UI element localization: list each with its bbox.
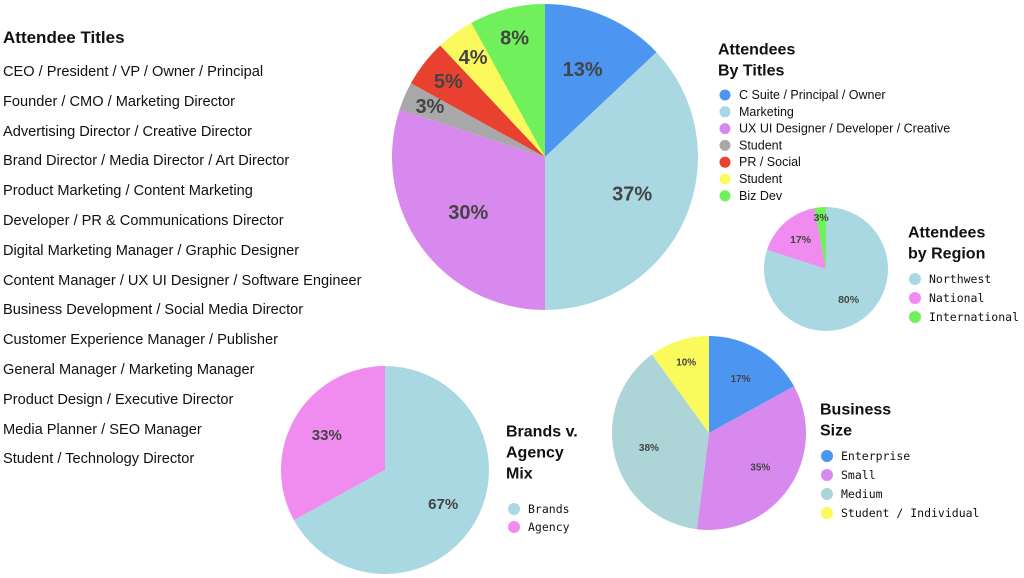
attendee-title-item: General Manager / Marketing Manager: [3, 361, 255, 378]
titles-legend-label: Student: [739, 138, 783, 152]
attendee-title-item: Content Manager / UX UI Designer / Softw…: [3, 272, 362, 289]
business-legend-swatch: [821, 488, 833, 500]
business-legend-label: Student / Individual: [841, 506, 979, 520]
business-slice-label: 38%: [639, 443, 659, 454]
titles-legend-swatch: [719, 173, 731, 185]
region-legend-swatch: [909, 311, 921, 323]
titles-legend-swatch: [719, 106, 731, 118]
business-legend-label: Medium: [841, 487, 883, 501]
brands-legend-swatch: [508, 521, 520, 533]
region-pie-chart: 80% 17%3% Attendees by Region Northwest Natio…: [763, 207, 1019, 331]
titles-slice-label: 4%: [459, 47, 488, 69]
business-slice-label: 17%: [731, 374, 751, 385]
titles-legend-swatch: [719, 139, 731, 151]
titles-legend-label: PR / Social: [739, 155, 801, 169]
titles-slice: [440, 22, 545, 158]
titles-slice-label: 37%: [612, 184, 652, 206]
region-slice: [767, 208, 826, 269]
region-legend-label: National: [929, 291, 984, 305]
titles-slice: [545, 52, 699, 310]
attendee-title-item: Media Planner / SEO Manager: [3, 421, 202, 438]
titles-slice: [392, 109, 545, 310]
business-legend-swatch: [821, 450, 833, 462]
titles-slice-label: 5%: [434, 71, 463, 93]
region-slice-label: 17%: [790, 234, 812, 246]
brands-slice: [293, 366, 489, 574]
titles-legend-swatch: [719, 89, 731, 101]
region-chart-title: Attendees: [908, 225, 985, 242]
business-legend-label: Enterprise: [841, 449, 910, 463]
attendee-titles-list: CEO / President / VP / Owner / Principal…: [3, 62, 403, 479]
region-legend-label: International: [929, 310, 1019, 324]
attendee-title-item: Brand Director / Media Director / Art Di…: [3, 153, 290, 170]
titles-slice-label: 8%: [500, 27, 529, 49]
titles-legend-label: Student: [739, 172, 783, 186]
region-slice: [763, 207, 888, 331]
titles-slice: [410, 45, 545, 157]
brands-slice: [280, 366, 385, 521]
brands-legend-label: Agency: [528, 520, 570, 534]
attendee-title-item: Product Marketing / Content Marketing: [3, 183, 253, 200]
brands-legend-label: Brands: [528, 502, 570, 516]
brands-chart-title: Agency: [506, 445, 564, 462]
titles-pie-chart: 13% 37% 30% 3% 5%4% 8% Attendees By Titles C Sui…: [392, 4, 950, 310]
titles-slice: [545, 4, 657, 157]
titles-slice-label: 3%: [415, 96, 444, 118]
business-pie-chart: 17% 35% 38% 10% Business Size Enterprise Small M…: [611, 336, 979, 531]
region-chart-title: by Region: [908, 246, 985, 263]
region-legend-label: Northwest: [929, 272, 991, 286]
attendee-title-item: Customer Experience Manager / Publisher: [3, 332, 278, 349]
attendee-title-item: Advertising Director / Creative Director: [3, 123, 252, 140]
titles-legend-swatch: [719, 123, 731, 135]
business-slice-label: 35%: [750, 462, 770, 473]
titles-chart-title: By Titles: [718, 63, 785, 80]
region-legend-swatch: [909, 273, 921, 285]
titles-slice: [471, 4, 545, 157]
region-slice-label: 80%: [838, 294, 860, 306]
brands-pie-chart: 67% 33% Brands v. Agency Mix Brands Agency: [280, 366, 578, 574]
titles-legend-label: Marketing: [739, 105, 794, 119]
titles-slice: [399, 83, 545, 157]
business-slice: [709, 336, 794, 433]
business-legend-swatch: [821, 469, 833, 481]
business-slice: [611, 354, 709, 530]
titles-legend-label: Biz Dev: [739, 189, 783, 203]
attendee-title-item: Founder / CMO / Marketing Director: [3, 93, 235, 110]
brands-slice-label: 67%: [428, 496, 458, 513]
attendee-titles-section: Attendee Titles CEO / President / VP / O…: [3, 28, 403, 479]
attendee-title-item: Student / Technology Director: [3, 451, 195, 468]
titles-slice-label: 30%: [448, 202, 488, 224]
region-legend-swatch: [909, 292, 921, 304]
business-slice: [651, 336, 709, 433]
business-slice: [696, 386, 807, 531]
region-slice-label: 3%: [814, 212, 830, 224]
brands-chart-title: Brands v.: [506, 424, 578, 441]
business-chart-title: Size: [820, 423, 852, 440]
brands-slice-label: 33%: [312, 427, 342, 444]
titles-legend-swatch: [719, 156, 731, 168]
business-slice-label: 10%: [676, 357, 696, 368]
titles-slice-label: 13%: [563, 59, 603, 81]
brands-legend-swatch: [508, 503, 520, 515]
business-legend-swatch: [821, 507, 833, 519]
attendee-title-item: Product Design / Executive Director: [3, 391, 234, 408]
attendee-title-item: Developer / PR & Communications Director: [3, 212, 284, 229]
region-slice: [814, 207, 826, 269]
brands-chart-title: Mix: [506, 466, 533, 483]
titles-legend-swatch: [719, 190, 731, 202]
titles-legend-label: C Suite / Principal / Owner: [739, 88, 886, 102]
attendee-title-item: Business Development / Social Media Dire…: [3, 302, 304, 319]
attendee-title-item: CEO / President / VP / Owner / Principal: [3, 64, 264, 80]
business-chart-title: Business: [820, 402, 891, 419]
titles-legend-label: UX UI Designer / Developer / Creative: [739, 122, 950, 136]
attendee-titles-heading: Attendee Titles: [3, 28, 125, 47]
business-legend-label: Small: [841, 468, 876, 482]
titles-chart-title: Attendees: [718, 42, 795, 59]
attendee-title-item: Digital Marketing Manager / Graphic Desi…: [3, 242, 300, 259]
